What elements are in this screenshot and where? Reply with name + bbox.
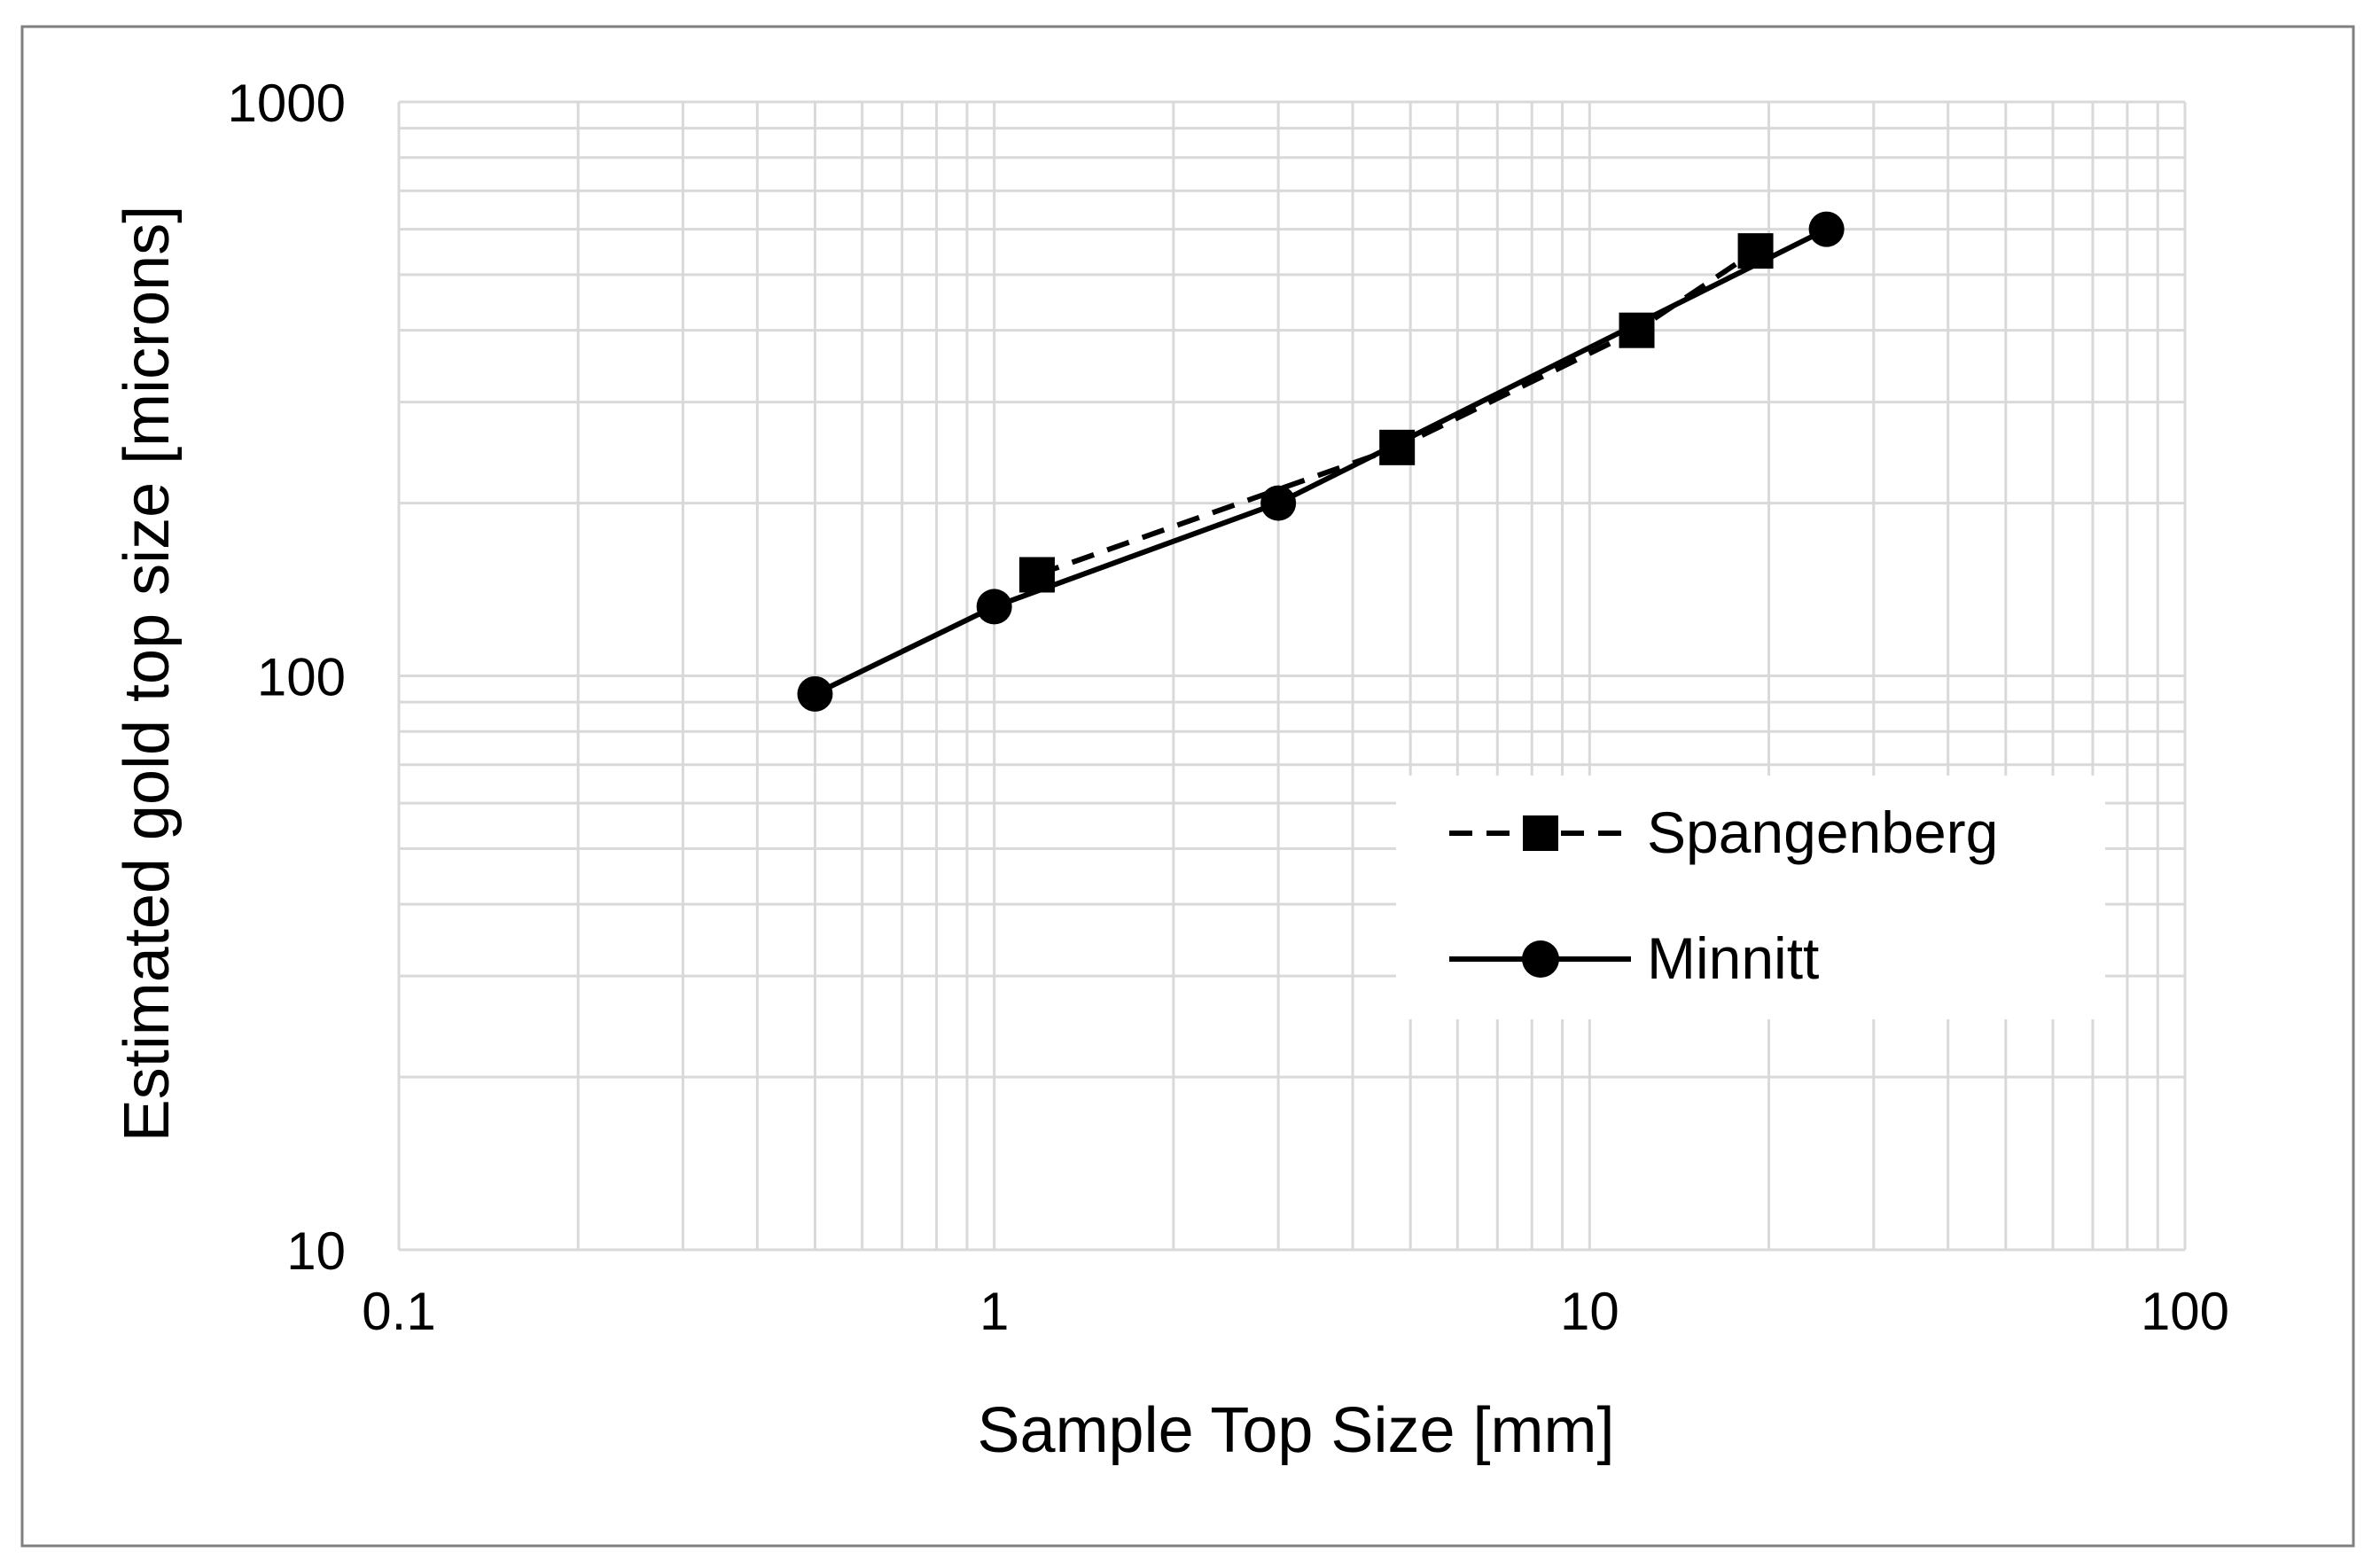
legend-box	[1396, 776, 2105, 1019]
y-tick-label: 100	[257, 648, 346, 707]
series-line-spangenberg	[1035, 248, 1758, 578]
data-point-minnitt	[1260, 485, 1297, 521]
x-tick-label: 10	[1560, 1282, 1619, 1341]
y-tick-label: 1000	[228, 74, 346, 133]
legend: Spangenberg Minnitt	[1396, 776, 2105, 1019]
x-tick-label: 100	[2141, 1282, 2229, 1341]
series-line-minnitt	[814, 226, 1828, 697]
x-tick-label: 0.1	[362, 1282, 435, 1341]
axes: 0.1 1 10 100 10 100 1000	[228, 74, 2230, 1341]
data-point-minnitt	[797, 675, 833, 712]
legend-spangenberg-marker	[1523, 815, 1558, 851]
grid	[397, 100, 2187, 1252]
x-tick-label: 1	[979, 1282, 1009, 1341]
data-point-minnitt	[976, 589, 1012, 625]
data-point-minnitt	[1808, 211, 1845, 247]
legend-minnitt-marker	[1522, 940, 1559, 978]
y-axis-label: Estimated gold top size [microns]	[112, 206, 183, 1142]
legend-spangenberg-label: Spangenberg	[1647, 800, 1998, 865]
x-axis-label: Sample Top Size [mm]	[978, 1395, 1615, 1466]
series	[797, 211, 1845, 712]
y-tick-label: 10	[286, 1221, 346, 1281]
legend-minnitt-label: Minnitt	[1647, 925, 1819, 991]
